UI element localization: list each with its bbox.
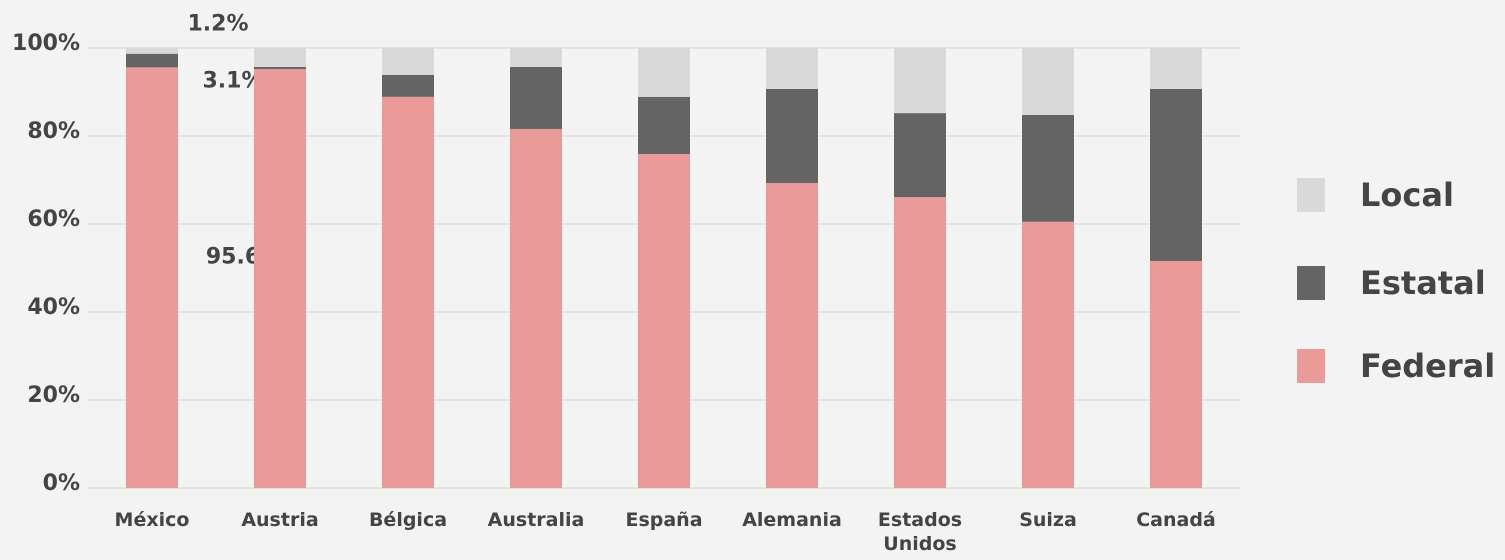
legend-swatch [1297, 178, 1325, 212]
x-tick-label: Suiza [1019, 509, 1077, 531]
bar-segment [1150, 260, 1202, 488]
bar-segment [1022, 221, 1074, 489]
bar-segment [510, 48, 562, 67]
x-tick-label: Australia [487, 509, 585, 531]
bar-segment [126, 67, 178, 489]
bar-segment [638, 154, 690, 489]
legend-label: Estatal [1360, 264, 1486, 302]
y-tick-label: 80% [27, 119, 80, 144]
data-label: 1.2% [187, 11, 248, 36]
bar-segment [254, 48, 306, 67]
legend-swatch [1297, 349, 1325, 383]
x-tick-label: Estados Unidos [877, 509, 963, 555]
bar-segment [382, 96, 434, 488]
bar-segment [766, 48, 818, 89]
bar-segment [766, 183, 818, 488]
x-tick-label: España [625, 509, 703, 531]
y-tick-label: 0% [43, 471, 80, 496]
bar-segment [510, 66, 562, 129]
bar-segment [894, 197, 946, 488]
legend-swatch [1297, 266, 1325, 300]
x-tick-label: Austria [241, 509, 319, 531]
x-tick-label: Canadá [1136, 509, 1216, 531]
x-tick-label: México [114, 509, 190, 531]
legend-label: Federal [1360, 347, 1495, 385]
y-tick-label: 60% [27, 207, 80, 232]
data-label: 95.6 [206, 245, 260, 270]
bar-segment [638, 96, 690, 155]
legend-label: Local [1360, 176, 1454, 214]
bar-segment [126, 53, 178, 68]
y-tick-label: 20% [27, 383, 80, 408]
data-label: 3.1% [202, 69, 263, 94]
y-tick-label: 100% [12, 31, 80, 56]
x-tick-label: Bélgica [368, 509, 448, 531]
bar-segment [382, 48, 434, 75]
bar-segment [1022, 114, 1074, 222]
bar-segment [766, 88, 818, 184]
bar-segment [254, 69, 306, 489]
bar-segment [126, 48, 178, 54]
bar-segment [638, 48, 690, 97]
bar-segment [894, 113, 946, 198]
bar-segment [894, 48, 946, 114]
bar-segment [1150, 48, 1202, 89]
bar-segment [1022, 48, 1074, 115]
bar-segment [254, 66, 306, 70]
y-tick-label: 40% [27, 295, 80, 320]
x-tick-label: Alemania [742, 509, 842, 531]
bar-segment [510, 128, 562, 488]
bar-segment [382, 74, 434, 97]
bar-segment [1150, 88, 1202, 261]
